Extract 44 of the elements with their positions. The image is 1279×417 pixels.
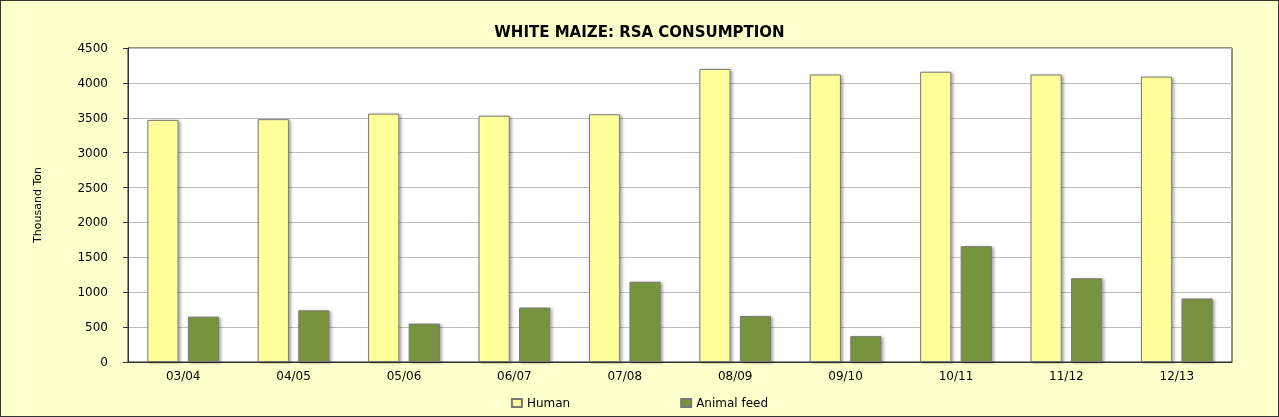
bar xyxy=(850,336,882,362)
bar xyxy=(519,307,551,362)
bar xyxy=(588,114,621,362)
y-tick-label: 1500 xyxy=(77,250,108,265)
bar xyxy=(257,119,289,362)
x-tick-label: 06/07 xyxy=(497,369,532,383)
bar xyxy=(699,68,731,362)
bar xyxy=(147,119,179,362)
bar xyxy=(629,281,661,362)
bar xyxy=(1140,76,1173,362)
bar xyxy=(1030,74,1062,362)
y-tick-label: 1000 xyxy=(77,285,108,300)
y-tick-label: 4500 xyxy=(77,41,108,55)
bar xyxy=(368,113,400,362)
chart-title: WHITE MAIZE: RSA CONSUMPTION xyxy=(494,22,785,41)
bar xyxy=(478,115,510,362)
x-tick-label: 05/06 xyxy=(386,369,422,383)
y-tick-label: 3000 xyxy=(77,145,108,160)
bar xyxy=(960,246,992,362)
y-tick-label: 500 xyxy=(85,320,108,335)
y-axis-title: Thousand Ton xyxy=(31,167,44,244)
x-tick-label: 09/10 xyxy=(828,369,863,383)
bar xyxy=(1181,298,1213,362)
x-tick-label: 12/13 xyxy=(1159,369,1195,383)
bar xyxy=(408,323,440,362)
y-tick-label: 2000 xyxy=(77,215,108,230)
x-tick-label: 08/09 xyxy=(717,369,753,383)
y-tick-label: 0 xyxy=(100,355,108,369)
bar xyxy=(187,316,220,362)
y-tick-label: 4000 xyxy=(77,75,108,90)
bar xyxy=(298,310,330,362)
legend-label: Animal feed xyxy=(696,396,769,410)
y-tick-label: 2500 xyxy=(77,180,108,195)
x-tick-label: 07/08 xyxy=(607,369,643,383)
x-tick-label: 10/11 xyxy=(938,369,974,383)
y-tick-label: 3500 xyxy=(77,110,108,125)
x-tick-label: 03/04 xyxy=(165,369,201,383)
bar xyxy=(1071,278,1103,362)
x-tick-label: 04/05 xyxy=(276,369,311,383)
legend-label: Human xyxy=(526,396,571,410)
bar xyxy=(920,71,952,362)
bar xyxy=(739,315,772,362)
bar xyxy=(809,74,841,362)
x-tick-label: 11/12 xyxy=(1049,369,1084,383)
